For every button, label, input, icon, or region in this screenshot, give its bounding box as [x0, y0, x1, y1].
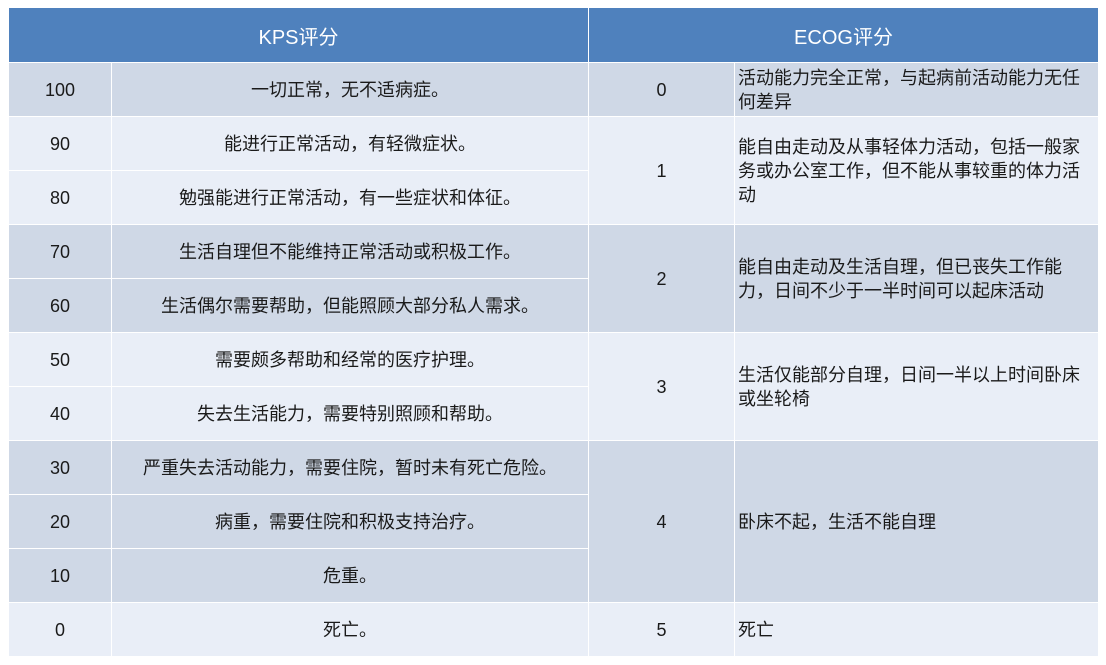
- kps-header: KPS评分: [8, 8, 589, 63]
- kps-score-cell: 20: [8, 494, 112, 549]
- table-row: 90 能进行正常活动，有轻微症状。 1 能自由走动及从事轻体力活动，包括一般家务或办公…: [8, 116, 1099, 225]
- kps-score-cell: 30: [8, 440, 112, 495]
- table-row: 40 失去生活能力，需要特别照顾和帮助。: [8, 386, 1099, 441]
- table-row: 0 死亡。 5 死亡: [8, 602, 1099, 657]
- ecog-score-cell: 5: [588, 602, 735, 657]
- kps-description-cell: 一切正常，无不适病症。: [111, 62, 589, 117]
- kps-description-cell: 能进行正常活动，有轻微症状。: [111, 116, 589, 171]
- ecog-description-cell: 能自由走动及从事轻体力活动，包括一般家务或办公室工作，但不能从事较重的体力活动: [734, 116, 1099, 225]
- table-row: 60 生活偶尔需要帮助，但能照顾大部分私人需求。: [8, 278, 1099, 333]
- kps-description-cell: 病重，需要住院和积极支持治疗。: [111, 494, 589, 549]
- kps-description-cell: 需要颇多帮助和经常的医疗护理。: [111, 332, 589, 387]
- ecog-description-cell: 卧床不起，生活不能自理: [734, 440, 1099, 603]
- kps-description-cell: 失去生活能力，需要特别照顾和帮助。: [111, 386, 589, 441]
- ecog-score-cell: 3: [588, 332, 735, 441]
- ecog-description-cell: 生活仅能部分自理，日间一半以上时间卧床或坐轮椅: [734, 332, 1099, 441]
- ecog-header: ECOG评分: [588, 8, 1099, 63]
- kps-score-cell: 50: [8, 332, 112, 387]
- ecog-score-cell: 4: [588, 440, 735, 603]
- table-row: 20 病重，需要住院和积极支持治疗。: [8, 494, 1099, 549]
- ecog-description-cell: 活动能力完全正常，与起病前活动能力无任何差异: [734, 62, 1099, 117]
- ecog-description-cell: 死亡: [734, 602, 1099, 657]
- ecog-score-cell: 1: [588, 116, 735, 225]
- ecog-description-cell: 能自由走动及生活自理，但已丧失工作能力，日间不少于一半时间可以起床活动: [734, 224, 1099, 333]
- table-row: 10 危重。: [8, 548, 1099, 603]
- kps-score-cell: 70: [8, 224, 112, 279]
- table-row: 80 勉强能进行正常活动，有一些症状和体征。: [8, 170, 1099, 225]
- ecog-score-cell: 2: [588, 224, 735, 333]
- kps-score-cell: 90: [8, 116, 112, 171]
- kps-score-cell: 40: [8, 386, 112, 441]
- ecog-score-cell: 0: [588, 62, 735, 117]
- table-row: 100 一切正常，无不适病症。 0 活动能力完全正常，与起病前活动能力无任何差异: [8, 62, 1099, 117]
- kps-description-cell: 严重失去活动能力，需要住院，暂时未有死亡危险。: [111, 440, 589, 495]
- kps-score-cell: 100: [8, 62, 112, 117]
- kps-description-cell: 生活偶尔需要帮助，但能照顾大部分私人需求。: [111, 278, 589, 333]
- header-row: KPS评分 ECOG评分: [8, 8, 1099, 63]
- table-row: 70 生活自理但不能维持正常活动或积极工作。 2 能自由走动及生活自理，但已丧失工作能…: [8, 224, 1099, 333]
- kps-score-cell: 80: [8, 170, 112, 225]
- kps-description-cell: 死亡。: [111, 602, 589, 657]
- kps-description-cell: 危重。: [111, 548, 589, 603]
- kps-ecog-table: KPS评分 ECOG评分 100 一切正常，无不适病症。 0 活动能力完全正常，与起病…: [8, 8, 1099, 657]
- table-row: 30 严重失去活动能力，需要住院，暂时未有死亡危险。 4 卧床不起，生活不能自理: [8, 440, 1099, 603]
- table-row: 50 需要颇多帮助和经常的医疗护理。 3 生活仅能部分自理，日间一半以上时间卧床或坐轮…: [8, 332, 1099, 441]
- kps-description-cell: 勉强能进行正常活动，有一些症状和体征。: [111, 170, 589, 225]
- kps-score-cell: 0: [8, 602, 112, 657]
- kps-description-cell: 生活自理但不能维持正常活动或积极工作。: [111, 224, 589, 279]
- kps-score-cell: 10: [8, 548, 112, 603]
- kps-score-cell: 60: [8, 278, 112, 333]
